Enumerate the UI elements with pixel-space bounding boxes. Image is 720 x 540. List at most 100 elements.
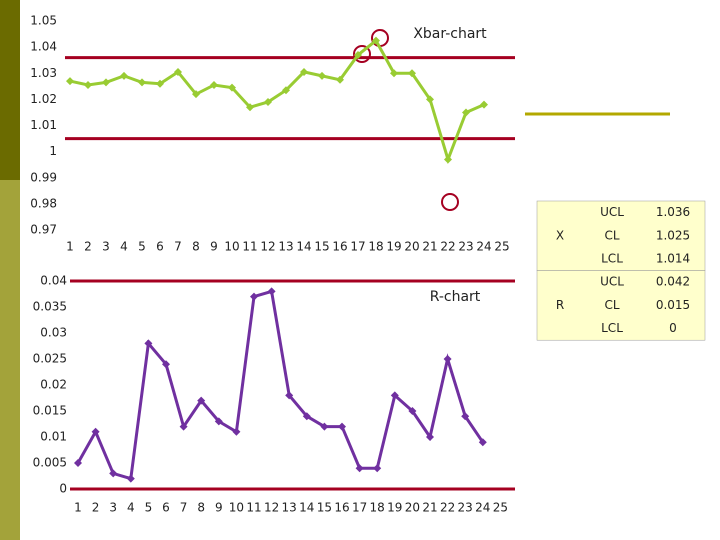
point [144,339,153,348]
y-tick-label: 0.005 [33,456,67,470]
point [232,427,241,436]
point [461,412,470,421]
point [197,396,206,405]
x-tick-label: 17 [352,501,367,515]
y-tick-label: 1.04 [30,40,57,54]
x-tick-label: 14 [299,501,314,515]
y-tick-label: 0.015 [33,404,67,418]
table-cell: 0.042 [656,275,690,289]
table-group-name: X [556,228,564,242]
point [320,422,329,431]
x-tick-label: 7 [180,501,188,515]
x-tick-label: 12 [260,240,275,254]
x-tick-label: 11 [242,240,257,254]
x-tick-label: 14 [296,240,311,254]
x-tick-label: 21 [422,240,437,254]
x-tick-label: 20 [405,501,420,515]
y-tick-label: 0.04 [40,274,67,288]
x-tick-label: 24 [476,240,491,254]
point [408,69,416,78]
x-tick-label: 13 [278,240,293,254]
x-tick-label: 17 [350,240,365,254]
point [336,75,344,84]
point [228,83,236,92]
point [138,78,146,87]
y-tick-label: 1.05 [30,14,57,28]
x-tick-label: 12 [264,501,279,515]
x-tick-label: 15 [317,501,332,515]
x-tick-label: 6 [156,240,164,254]
table-cell: 1.036 [656,205,690,219]
x-tick-label: 19 [387,501,402,515]
x-tick-label: 2 [92,501,100,515]
table-cell: 0 [669,321,677,335]
table-cell: LCL [601,252,623,266]
x-tick-label: 23 [458,240,473,254]
y-tick-label: 0.035 [33,300,67,314]
x-tick-label: 9 [210,240,218,254]
highlight-circle [353,45,371,63]
point [264,97,272,106]
point [210,81,218,90]
x-tick-label: 16 [332,240,347,254]
table-cell: LCL [601,321,623,335]
x-tick-label: 4 [127,501,135,515]
x-tick-label: 4 [120,240,128,254]
y-tick-label: 1.01 [30,118,57,132]
point [84,81,92,90]
x-tick-label: 25 [493,501,508,515]
x-tick-label: 5 [145,501,153,515]
table-cell: CL [604,298,619,312]
point [426,433,434,441]
point [156,79,164,88]
point [66,77,74,86]
x-tick-label: 6 [162,501,170,515]
point [478,438,487,447]
x-tick-label: 18 [370,501,385,515]
x-tick-label: 13 [282,501,297,515]
x-tick-label: 2 [84,240,92,254]
x-tick-label: 16 [334,501,349,515]
table-cell: 0.015 [656,298,690,312]
point [444,155,452,164]
x-tick-label: 23 [458,501,473,515]
table-cell: UCL [600,205,624,219]
point [126,474,135,483]
point [338,422,346,431]
x-tick-label: 10 [229,501,244,515]
chart-annotation: R-chart [430,289,481,305]
series-line [69,38,485,165]
table-group [536,270,706,341]
point [408,407,417,415]
point [179,422,188,431]
x-tick-label: 5 [138,240,146,254]
point [318,71,326,80]
y-tick-label: 0.99 [30,170,57,184]
point [480,100,488,109]
x-tick-label: 8 [192,240,200,254]
point [373,464,382,473]
x-tick-label: 22 [440,240,455,254]
point [372,36,380,45]
point [246,103,254,112]
point [426,95,434,104]
x-tick-label: 9 [215,501,223,515]
y-tick-label: 1.03 [30,66,57,80]
x-tick-label: 22 [440,501,455,515]
point [462,108,470,117]
point [74,459,82,467]
x-tick-label: 3 [109,501,117,515]
y-tick-label: 0.025 [33,352,67,366]
y-tick-label: 0.03 [40,326,67,340]
point [267,287,276,296]
table-cell: 1.025 [656,228,690,242]
y-tick-label: 0.01 [40,430,67,444]
point [443,355,452,363]
x-tick-label: 19 [386,240,401,254]
point [390,391,399,400]
x-tick-label: 18 [368,240,383,254]
point [285,391,294,400]
y-tick-label: 0.02 [40,378,67,392]
x-tick-label: 7 [174,240,182,254]
